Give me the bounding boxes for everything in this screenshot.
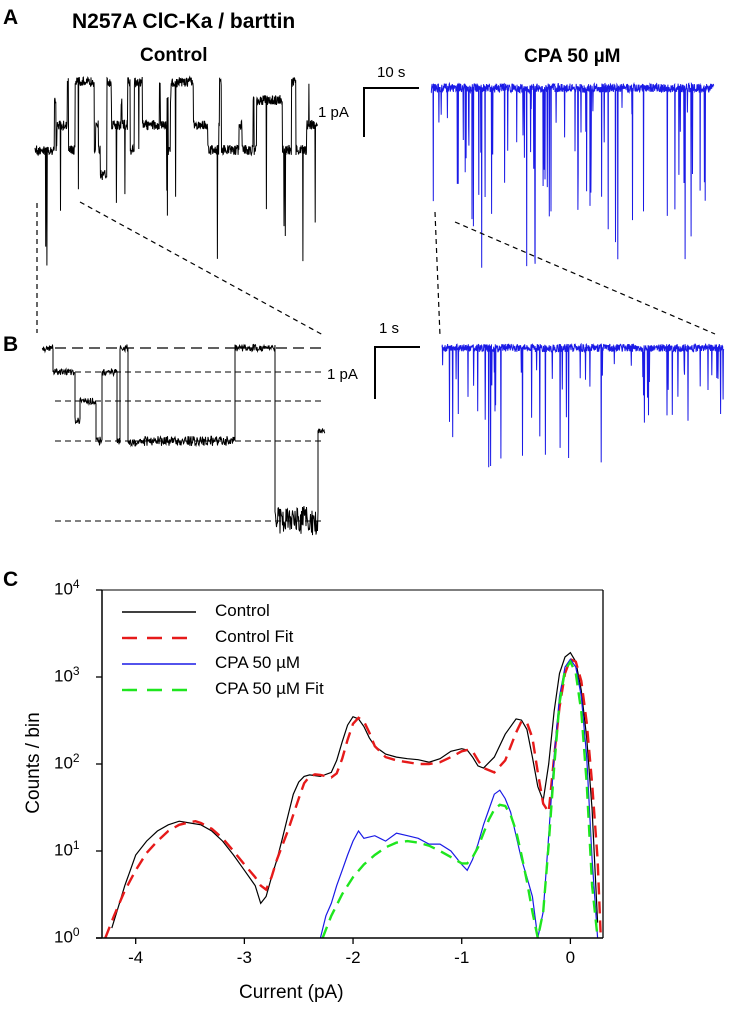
y-tick-base: 10 [54, 754, 73, 773]
legend-label-0: Control [215, 601, 270, 621]
x-tick-label: -2 [339, 948, 367, 968]
y-tick-exponent: 1 [73, 838, 80, 852]
legend-label-3: CPA 50 µM Fit [215, 679, 324, 699]
y-tick-exponent: 0 [73, 925, 80, 939]
y-tick-base: 10 [54, 580, 73, 599]
series-line-3 [323, 662, 598, 938]
y-tick-base: 10 [54, 928, 73, 947]
y-tick-exponent: 2 [73, 751, 80, 765]
x-tick-label: -1 [448, 948, 476, 968]
y-tick-label: 100 [54, 925, 80, 948]
x-tick-label: -4 [122, 948, 150, 968]
y-tick-label: 101 [54, 838, 80, 861]
x-tick-label: 0 [556, 948, 584, 968]
series-line-1 [105, 659, 601, 938]
series-line-0 [112, 653, 598, 928]
y-tick-base: 10 [54, 841, 73, 860]
y-tick-label: 104 [54, 577, 80, 600]
y-tick-base: 10 [54, 667, 73, 686]
y-axis-title: Counts / bin [23, 693, 45, 833]
legend-label-2: CPA 50 µM [215, 653, 300, 673]
y-tick-exponent: 4 [73, 577, 80, 591]
legend-label-1: Control Fit [215, 627, 293, 647]
y-tick-label: 103 [54, 664, 80, 687]
y-tick-exponent: 3 [73, 664, 80, 678]
x-axis-title: Current (pA) [239, 982, 344, 1004]
y-tick-label: 102 [54, 751, 80, 774]
x-tick-label: -3 [230, 948, 258, 968]
